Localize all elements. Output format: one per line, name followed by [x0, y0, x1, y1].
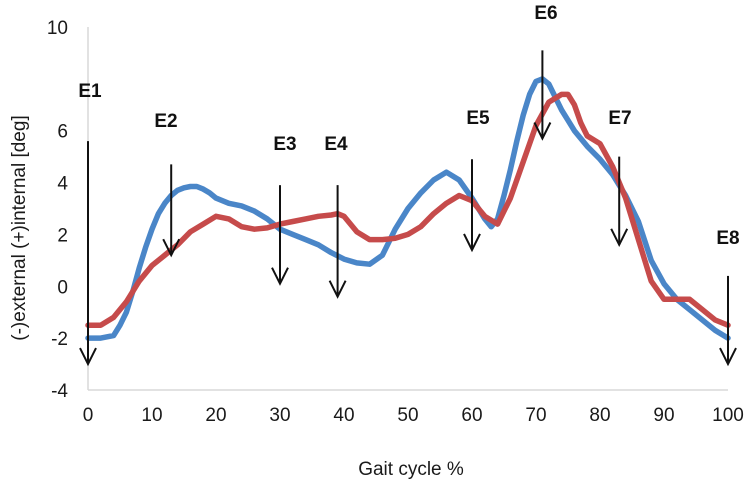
- y-tick-label: 10: [47, 18, 68, 39]
- x-tick-label: 0: [83, 405, 94, 426]
- series-group: [85, 76, 731, 341]
- y-tick-label: 6: [57, 122, 68, 143]
- x-axis-title: Gait cycle %: [358, 459, 464, 480]
- series-line-2: [85, 91, 731, 328]
- events-group: E1 E2 E3 E4 E5 E6 E7 E8: [78, 3, 740, 367]
- y-tick-label: 4: [57, 174, 68, 195]
- event-label: E5: [466, 108, 490, 129]
- x-tick-label: 10: [141, 405, 162, 426]
- event-arrow-head: [719, 347, 737, 367]
- event-label: E3: [273, 134, 296, 155]
- x-axis: 0 10 20 30 40 50 60 70 80 90 100: [83, 389, 744, 426]
- event-arrow-head: [610, 228, 629, 248]
- event-label: E1: [78, 81, 102, 102]
- event-arrow-head: [533, 122, 552, 141]
- x-tick-label: 50: [397, 405, 418, 426]
- event-marker-e5: E5: [463, 108, 490, 253]
- event-label: E6: [534, 3, 557, 24]
- event-marker-e6: E6: [533, 3, 558, 141]
- y-tick-label: -4: [51, 381, 68, 402]
- event-arrow-head: [79, 347, 97, 367]
- x-tick-label: 80: [589, 405, 610, 426]
- event-marker-e4: E4: [324, 134, 348, 299]
- y-axis-title: (-)external (+)internal [deg]: [9, 115, 30, 340]
- event-marker-e3: E3: [271, 134, 297, 286]
- event-marker-e1: E1: [78, 81, 102, 367]
- event-label: E7: [608, 108, 631, 129]
- event-arrow-head: [463, 233, 481, 253]
- x-tick-label: 70: [525, 405, 546, 426]
- x-tick-label: 20: [205, 405, 226, 426]
- event-label: E8: [716, 228, 739, 249]
- x-tick-label: 30: [269, 405, 290, 426]
- x-tick-label: 100: [712, 405, 744, 426]
- event-arrow-head: [271, 267, 289, 286]
- event-marker-e7: E7: [608, 108, 632, 248]
- y-tick-label: 0: [57, 277, 68, 298]
- y-tick-label: 2: [57, 225, 68, 246]
- y-tick-label: -2: [51, 329, 68, 350]
- x-tick-label: 60: [461, 405, 482, 426]
- y-axis: -4 -2 0 2 4 6 10: [47, 18, 89, 402]
- event-marker-e2: E2: [154, 111, 181, 258]
- series-line-1: [85, 76, 731, 341]
- event-label: E2: [154, 111, 177, 132]
- event-arrow-head: [328, 280, 347, 299]
- x-tick-label: 40: [333, 405, 354, 426]
- event-marker-e8: E8: [716, 228, 740, 367]
- event-arrow-head: [162, 238, 181, 258]
- event-label: E4: [324, 134, 348, 155]
- x-tick-label: 90: [653, 405, 674, 426]
